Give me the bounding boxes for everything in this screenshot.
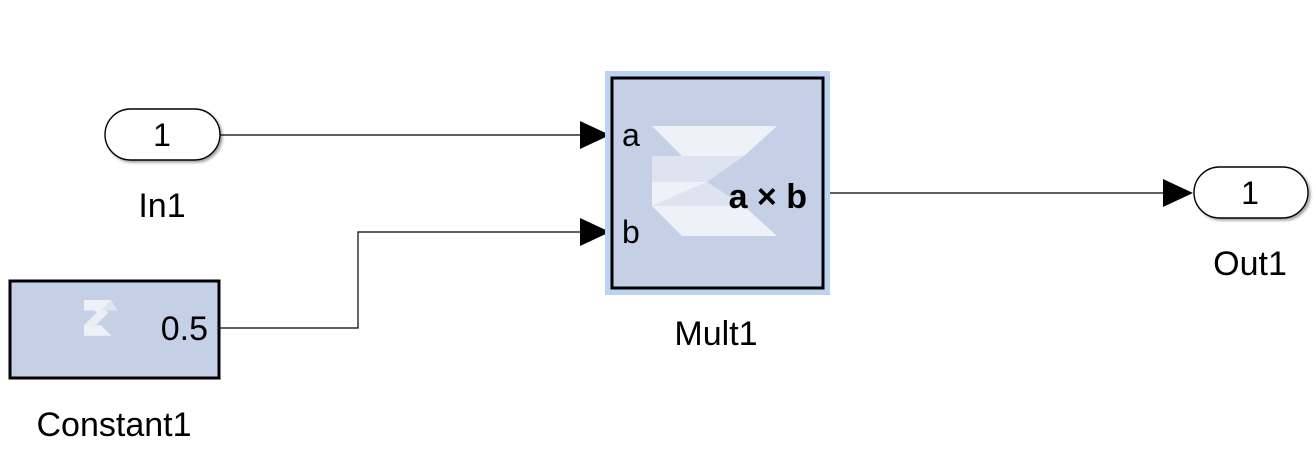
xilinx-logo-icon <box>84 300 118 336</box>
outport-body[interactable] <box>1193 166 1309 219</box>
outport-number: 1 <box>1241 175 1259 211</box>
inport-label: In1 <box>138 187 185 225</box>
wire-arrow-b <box>580 218 610 246</box>
wire-arrow-a <box>580 121 610 149</box>
mult-block[interactable]: a b a × b Mult1 <box>605 71 830 353</box>
constant-body[interactable] <box>8 279 221 380</box>
mult-operation: a × b <box>729 178 807 216</box>
constant-label: Constant1 <box>37 406 192 444</box>
inport-number: 1 <box>153 117 171 153</box>
mult-label: Mult1 <box>674 315 757 353</box>
mult-port-a: a <box>622 117 640 153</box>
inport-body[interactable] <box>104 108 221 161</box>
outport-block-out1[interactable]: 1 Out1 <box>1193 166 1309 283</box>
wire-arrow-out <box>1163 179 1193 207</box>
wire-constant-to-mult-b[interactable] <box>220 231 583 329</box>
xilinx-logo-icon <box>652 126 777 236</box>
signal-wires <box>220 121 1193 329</box>
constant-value: 0.5 <box>161 310 208 348</box>
outport-label: Out1 <box>1213 245 1287 283</box>
mult-port-b: b <box>622 214 640 250</box>
mult-body[interactable] <box>610 76 825 290</box>
constant-block[interactable]: 0.5 Constant1 <box>8 279 221 444</box>
inport-block-in1[interactable]: 1 In1 <box>104 108 221 225</box>
